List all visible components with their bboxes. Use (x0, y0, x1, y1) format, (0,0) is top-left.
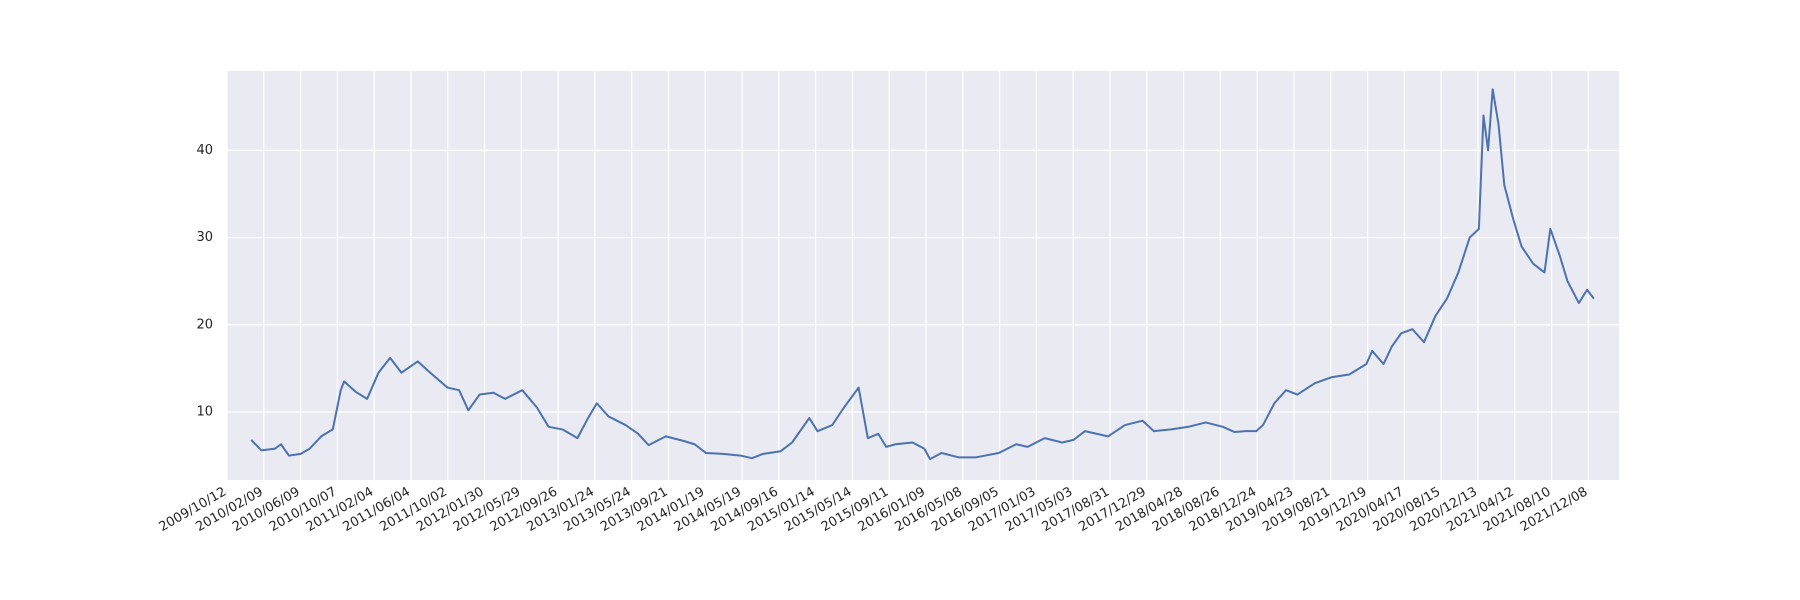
y-tick-label: 30 (196, 230, 213, 245)
y-tick-label: 40 (196, 143, 213, 158)
y-tick-label: 10 (196, 404, 213, 419)
y-tick-label: 20 (196, 317, 213, 332)
line (250, 88, 1595, 461)
plot-background (227, 71, 1619, 480)
